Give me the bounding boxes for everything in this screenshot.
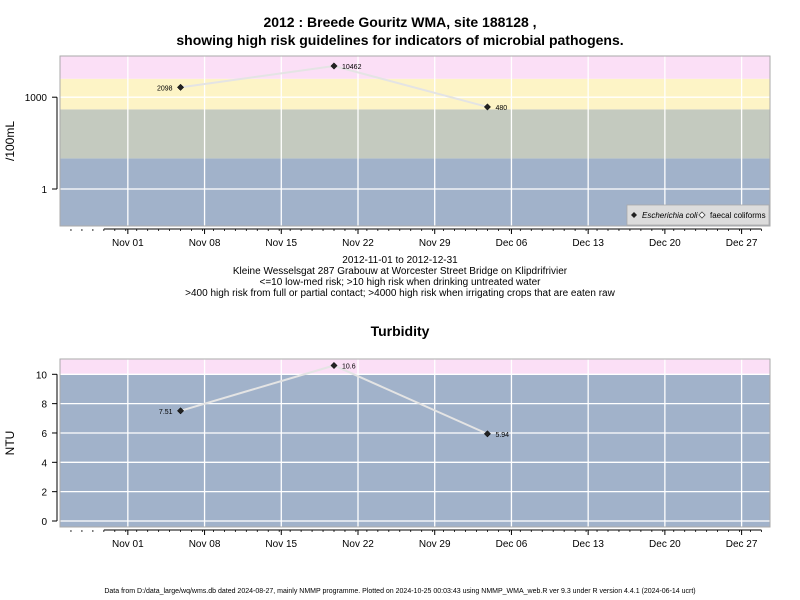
band-1-1	[60, 109, 770, 159]
x-tick-label-2-7: Dec 20	[649, 539, 681, 550]
guideline-text-1: <=10 low-med risk; >10 high risk when dr…	[259, 277, 541, 288]
x-tick-label-2-1: Nov 08	[189, 539, 221, 550]
x-tick-label-1-2: Nov 15	[265, 238, 297, 249]
footer-note: Data from D:/data_large/wq/wms.db dated …	[104, 588, 696, 595]
legend-label-ecoli: Escherichia coli	[642, 211, 698, 220]
y-tick-label-2-4: 8	[41, 400, 47, 411]
x-tick-label-2-5: Dec 06	[496, 539, 528, 550]
x-tick-label-2-3: Nov 22	[342, 539, 374, 550]
x-tick-label-2-8: Dec 27	[726, 539, 758, 550]
legend-label-faecal: faecal coliforms	[710, 211, 766, 220]
data-point-1-0	[177, 83, 185, 91]
turbidity-chart-title: Turbidity	[370, 323, 430, 339]
x-tick-label-1-4: Nov 29	[419, 238, 451, 249]
date-range-text: 2012-11-01 to 2012-12-31	[342, 255, 458, 266]
x-tick-label-1-8: Dec 27	[726, 238, 758, 249]
legend: Escherichia coli faecal coliforms	[626, 204, 770, 226]
legend-marker-faecal	[698, 211, 706, 219]
site-description-text: Kleine Wesselsgat 287 Grabouw at Worcest…	[232, 266, 568, 277]
data-label-2-0: 7.51	[159, 409, 173, 416]
legend-marker-ecoli	[631, 212, 637, 218]
data-label-2-2: 5.94	[495, 432, 509, 439]
plot-frame-1	[59, 55, 771, 227]
data-label-2-1: 10.6	[342, 363, 356, 370]
data-point-2-0	[177, 407, 185, 415]
data-point-1-2	[483, 103, 491, 111]
band-1-3	[60, 56, 770, 79]
data-point-2-2	[483, 430, 491, 438]
guideline-text-2: >400 high risk from full or partial cont…	[185, 288, 615, 299]
x-tick-label-2-0: Nov 01	[112, 539, 144, 550]
y-axis-label-1: /100mL	[3, 121, 17, 161]
band-2-0	[60, 374, 770, 527]
x-tick-label-1-3: Nov 22	[342, 238, 374, 249]
x-tick-label-1-0: Nov 01	[112, 238, 144, 249]
band-2-1	[60, 359, 770, 375]
data-label-1-0: 2098	[157, 85, 173, 92]
x-tick-label-2-6: Dec 13	[572, 539, 604, 550]
y-tick-label-2-3: 6	[41, 429, 47, 440]
legend-box	[626, 204, 770, 226]
x-tick-label-1-6: Dec 13	[572, 238, 604, 249]
y-tick-label-1-1: 1000	[25, 93, 48, 104]
plot-frame-2	[59, 358, 771, 528]
data-label-1-1: 10462	[342, 64, 362, 71]
y-tick-label-2-0: 0	[41, 517, 47, 528]
y-tick-label-2-5: 10	[36, 370, 48, 381]
chart-title-line2: showing high risk guidelines for indicat…	[176, 32, 624, 48]
y-tick-label-2-1: 2	[41, 488, 47, 499]
data-label-1-2: 480	[495, 105, 507, 112]
band-1-2	[60, 78, 770, 110]
y-axis-label-2: NTU	[3, 431, 17, 456]
data-point-1-1	[330, 62, 338, 70]
x-tick-label-1-5: Dec 06	[496, 238, 528, 249]
y-tick-label-2-2: 4	[41, 458, 47, 469]
x-tick-label-1-7: Dec 20	[649, 238, 681, 249]
data-point-2-1	[330, 361, 338, 370]
x-tick-label-2-4: Nov 29	[419, 539, 451, 550]
x-tick-label-1-1: Nov 08	[189, 238, 221, 249]
chart-title-line1: 2012 : Breede Gouritz WMA, site 188128 ,	[263, 14, 537, 30]
x-tick-label-2-2: Nov 15	[265, 539, 297, 550]
y-tick-label-1-0: 1	[41, 185, 47, 196]
